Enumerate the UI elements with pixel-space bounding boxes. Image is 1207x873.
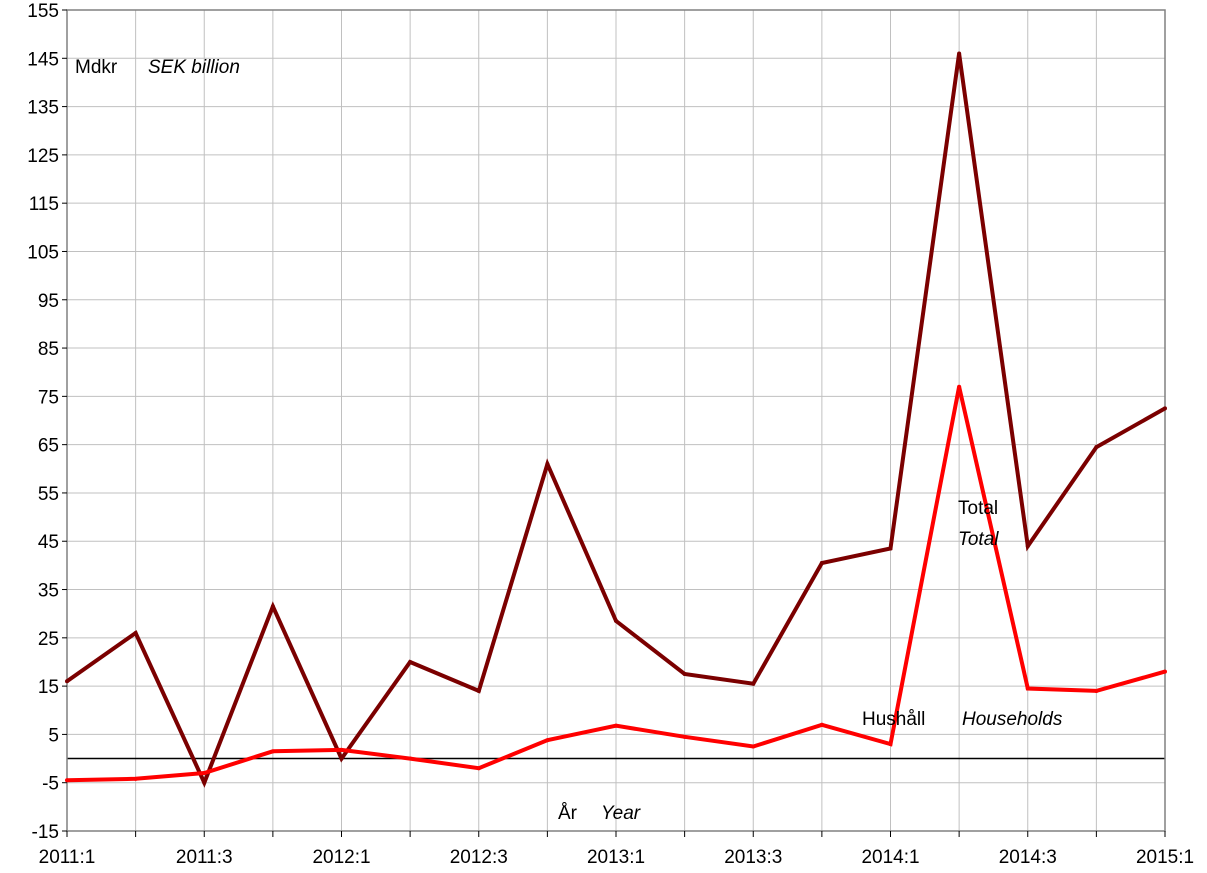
y-tick-label: 135 bbox=[27, 98, 59, 119]
data-point-total bbox=[614, 618, 618, 623]
data-point-households bbox=[1094, 688, 1099, 693]
y-tick-label: 15 bbox=[38, 677, 59, 698]
x-tick-label: 2011:1 bbox=[39, 847, 96, 868]
data-point-households bbox=[133, 776, 138, 781]
y-tick-label: 5 bbox=[48, 725, 59, 746]
y-tick-label: -5 bbox=[42, 774, 59, 795]
data-point-total bbox=[202, 780, 207, 785]
y-tick-label: 105 bbox=[27, 242, 59, 263]
y-tick-label: 95 bbox=[38, 291, 59, 312]
y-tick-label: 125 bbox=[27, 146, 59, 167]
y-tick-label: 55 bbox=[38, 484, 59, 505]
data-point-total bbox=[339, 756, 344, 761]
y-tick-label: 85 bbox=[38, 339, 59, 360]
y-tick-label: -15 bbox=[32, 822, 59, 843]
data-point-total bbox=[1163, 406, 1167, 411]
data-point-total bbox=[888, 546, 893, 551]
data-point-total bbox=[65, 679, 69, 684]
data-point-total bbox=[957, 51, 962, 56]
y-tick-label: 75 bbox=[38, 387, 59, 408]
series-label-total-en: Total bbox=[958, 529, 999, 550]
x-tick-label: 2012:3 bbox=[450, 847, 508, 868]
unit-label-en: SEK billion bbox=[148, 57, 240, 78]
x-axis-title-en: Year bbox=[601, 803, 641, 824]
x-tick-label: 2014:1 bbox=[861, 847, 919, 868]
y-tick-label: 45 bbox=[38, 532, 59, 553]
y-tick-label: 25 bbox=[38, 629, 59, 650]
data-point-total bbox=[270, 604, 275, 609]
data-point-total bbox=[682, 672, 687, 677]
data-point-households bbox=[751, 744, 756, 749]
y-tick-label: 35 bbox=[38, 581, 59, 602]
data-point-total bbox=[819, 560, 824, 565]
x-tick-label: 2015:1 bbox=[1136, 847, 1194, 868]
y-tick-label: 145 bbox=[27, 49, 59, 70]
data-point-total bbox=[545, 461, 550, 466]
data-point-households bbox=[957, 384, 962, 389]
data-point-total bbox=[751, 681, 756, 686]
x-tick-label: 2013:1 bbox=[587, 847, 645, 868]
data-point-households bbox=[339, 747, 344, 752]
data-point-households bbox=[888, 742, 893, 747]
data-point-households bbox=[545, 738, 550, 743]
data-point-households bbox=[202, 771, 207, 776]
y-tick-label: 65 bbox=[38, 436, 59, 457]
data-point-households bbox=[1025, 686, 1030, 691]
data-point-households bbox=[614, 723, 618, 728]
series-group bbox=[65, 51, 1167, 788]
series-label-households: Hushåll bbox=[862, 709, 925, 730]
data-point-total bbox=[408, 659, 413, 664]
series-label-total: Total bbox=[958, 498, 998, 519]
data-point-households bbox=[65, 778, 69, 783]
data-point-total bbox=[133, 630, 138, 635]
data-point-households bbox=[270, 749, 275, 754]
data-point-total bbox=[476, 688, 481, 693]
data-point-households bbox=[819, 722, 824, 727]
data-point-households bbox=[408, 756, 413, 761]
x-axis-title: År bbox=[558, 803, 578, 824]
x-tick-label: 2011:3 bbox=[176, 847, 233, 868]
series-label-households-en: Households bbox=[962, 709, 1063, 730]
data-point-total bbox=[1025, 544, 1030, 549]
x-tick-label: 2012:1 bbox=[312, 847, 370, 868]
data-point-total bbox=[1094, 445, 1099, 450]
y-tick-label: 115 bbox=[29, 194, 59, 215]
data-point-households bbox=[682, 734, 687, 739]
data-point-households bbox=[476, 766, 481, 771]
unit-label: Mdkr bbox=[75, 57, 118, 78]
x-tick-label: 2014:3 bbox=[999, 847, 1057, 868]
y-axis: -15 -5 5 15 25 35 45 55 65 75 85 95 105 115 125 135 145 1… bbox=[27, 1, 67, 843]
x-axis: 2011:1 2011:3 2012:1 2012:3 2013:1 2013:3 2014… bbox=[39, 831, 1194, 868]
data-point-households bbox=[1163, 669, 1167, 674]
x-tick-label: 2013:3 bbox=[724, 847, 782, 868]
y-tick-label: 155 bbox=[27, 1, 59, 22]
